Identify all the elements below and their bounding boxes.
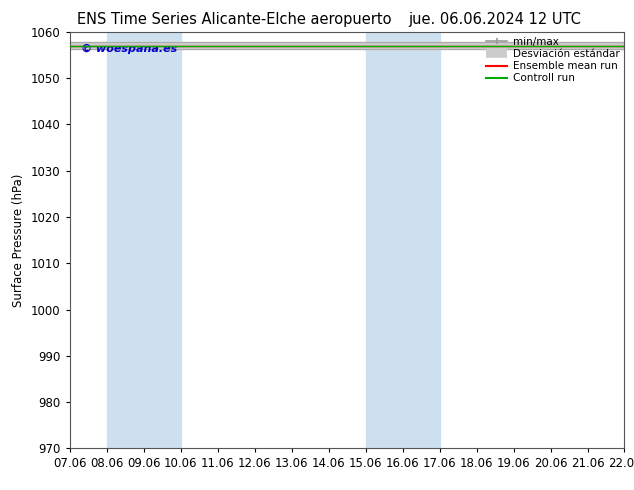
- Text: ENS Time Series Alicante-Elche aeropuerto: ENS Time Series Alicante-Elche aeropuert…: [77, 12, 392, 27]
- Bar: [107, 32, 181, 448]
- Text: © woespana.es: © woespana.es: [81, 44, 177, 54]
- Bar: [366, 32, 439, 448]
- Text: jue. 06.06.2024 12 UTC: jue. 06.06.2024 12 UTC: [408, 12, 581, 27]
- Y-axis label: Surface Pressure (hPa): Surface Pressure (hPa): [13, 173, 25, 307]
- Legend: min/max, Desviación estándar, Ensemble mean run, Controll run: min/max, Desviación estándar, Ensemble m…: [486, 37, 619, 83]
